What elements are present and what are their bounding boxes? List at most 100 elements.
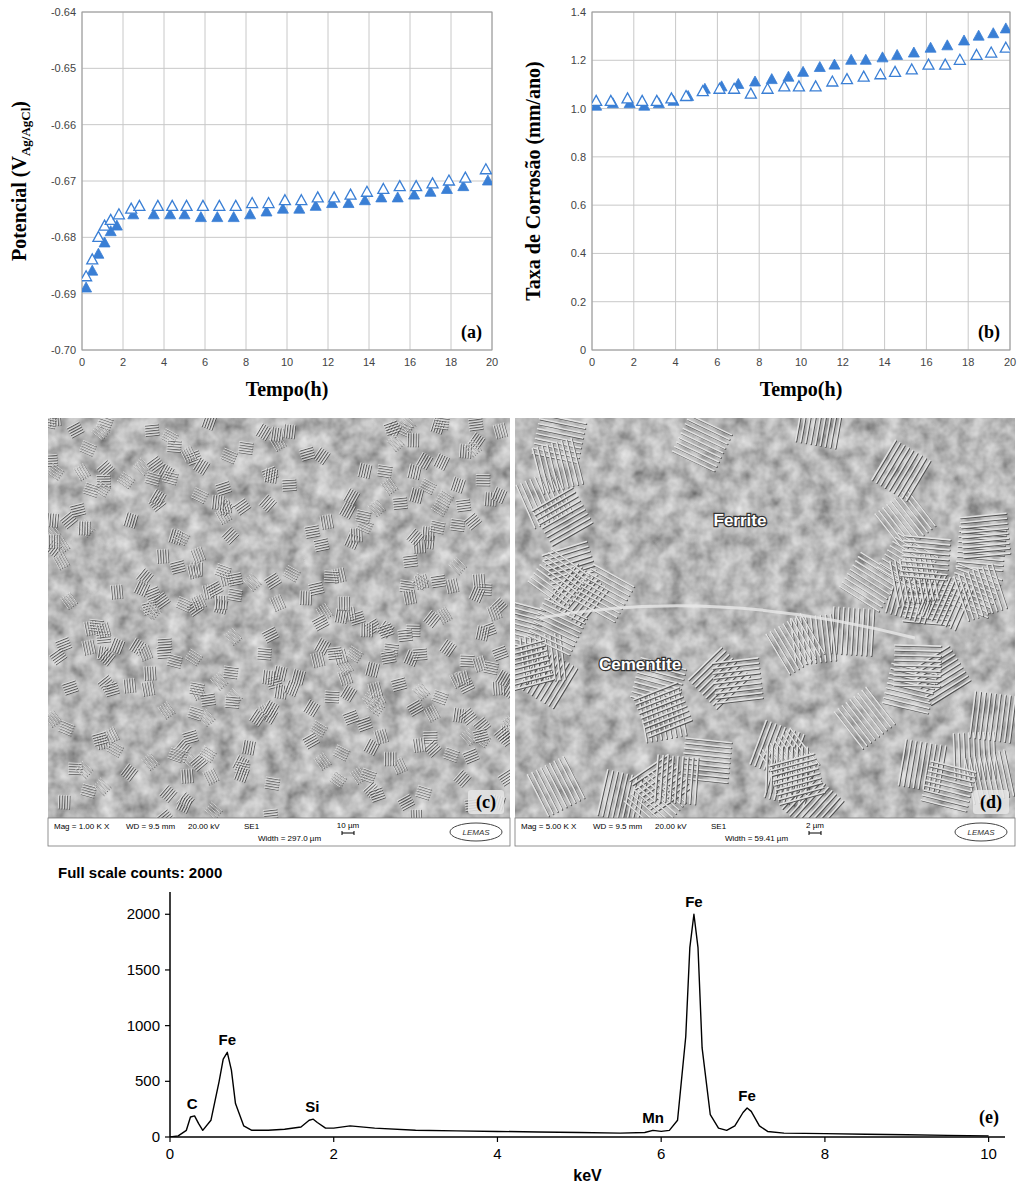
lamella-shadow xyxy=(184,450,190,462)
marker xyxy=(592,95,602,105)
lamella-shadow xyxy=(420,488,431,494)
lamella xyxy=(476,474,489,475)
lamella xyxy=(492,682,494,695)
lamella xyxy=(187,716,199,720)
lamella-shadow xyxy=(263,671,264,684)
lamella xyxy=(460,657,473,659)
lamella xyxy=(353,606,355,619)
marker xyxy=(245,209,256,219)
lamella-shadow xyxy=(158,652,171,653)
grid-line xyxy=(842,12,843,350)
lamella-shadow xyxy=(177,604,189,609)
lamella xyxy=(235,500,246,508)
lamella-shadow xyxy=(48,457,57,459)
lamella xyxy=(333,754,345,760)
marker xyxy=(329,192,340,202)
lamella xyxy=(436,502,447,509)
lamella-shadow xyxy=(48,717,53,727)
lamella-shadow xyxy=(159,464,166,475)
lamella xyxy=(424,478,435,484)
y-tick-label: 0.2 xyxy=(571,296,586,308)
lamella xyxy=(240,442,253,444)
marker xyxy=(877,52,888,62)
lamella-shadow xyxy=(300,447,312,451)
lamella xyxy=(476,479,489,480)
lamella-shadow xyxy=(386,644,399,646)
lamella-shadow xyxy=(324,754,331,765)
lamella-shadow xyxy=(449,646,456,657)
lamella xyxy=(494,681,496,694)
lamella-shadow xyxy=(346,611,348,624)
lamella-shadow xyxy=(329,515,331,528)
marker xyxy=(766,74,777,84)
x-tick-label: 8 xyxy=(756,356,762,368)
y-tick-label: 0.8 xyxy=(571,151,586,163)
lamella xyxy=(460,665,473,667)
lamella-shadow xyxy=(461,655,474,657)
x-tick-label: 10 xyxy=(795,356,807,368)
lamella xyxy=(48,457,56,459)
lamella-shadow xyxy=(441,610,448,621)
lamella-shadow xyxy=(241,442,254,444)
lamella xyxy=(262,670,263,683)
lamella-shadow xyxy=(316,544,329,547)
lamella xyxy=(423,739,436,740)
lamella-shadow xyxy=(48,472,58,480)
x-tick-label: 14 xyxy=(878,356,890,368)
lamella-shadow xyxy=(216,482,228,486)
lamella xyxy=(355,528,356,541)
lamella xyxy=(358,463,361,476)
lamella xyxy=(475,574,476,587)
lamella-shadow xyxy=(316,450,323,461)
lamella-shadow xyxy=(150,682,152,695)
lamella-shadow xyxy=(154,593,165,600)
lamella xyxy=(407,700,418,707)
lamella xyxy=(279,595,284,607)
marker xyxy=(908,47,919,57)
lamella xyxy=(150,489,157,500)
lamella xyxy=(164,433,175,439)
lamella xyxy=(236,763,249,766)
micrograph xyxy=(48,418,510,818)
lamella-shadow xyxy=(326,516,328,529)
lamella-shadow xyxy=(414,656,427,658)
y-tick-label: 0 xyxy=(580,344,586,356)
lamella xyxy=(370,663,373,676)
lamella xyxy=(66,795,67,808)
lamella xyxy=(424,526,426,539)
lamella-shadow xyxy=(316,546,329,549)
lamella-shadow xyxy=(81,794,94,798)
marker xyxy=(167,200,178,210)
lamella-shadow xyxy=(75,470,82,481)
lamella-shadow xyxy=(178,602,190,607)
lamella-shadow xyxy=(158,655,171,656)
lamella xyxy=(398,422,407,432)
lamella xyxy=(152,490,159,501)
lamella xyxy=(406,627,419,628)
lamella xyxy=(461,444,463,457)
lamella xyxy=(431,523,444,526)
lamella xyxy=(340,685,347,696)
marker xyxy=(82,282,92,292)
lamella xyxy=(145,482,158,485)
lamella-shadow xyxy=(63,554,69,565)
lamella-shadow xyxy=(425,741,435,750)
lamella xyxy=(442,641,449,652)
lamella xyxy=(420,485,431,491)
lamella xyxy=(57,514,58,527)
lamella xyxy=(342,686,349,697)
marker xyxy=(829,59,840,69)
lamella-shadow xyxy=(425,527,427,540)
lamella xyxy=(493,426,496,439)
lamella xyxy=(421,539,423,552)
lamella-shadow xyxy=(193,609,204,616)
x-tick-label: 20 xyxy=(486,356,498,368)
lamella xyxy=(457,504,470,506)
lamella-shadow xyxy=(326,691,339,693)
lamella xyxy=(451,519,464,521)
lamella xyxy=(60,512,70,520)
lamella xyxy=(215,573,227,577)
lamella-shadow xyxy=(432,509,443,516)
lamella xyxy=(265,785,278,787)
marker xyxy=(411,181,422,191)
